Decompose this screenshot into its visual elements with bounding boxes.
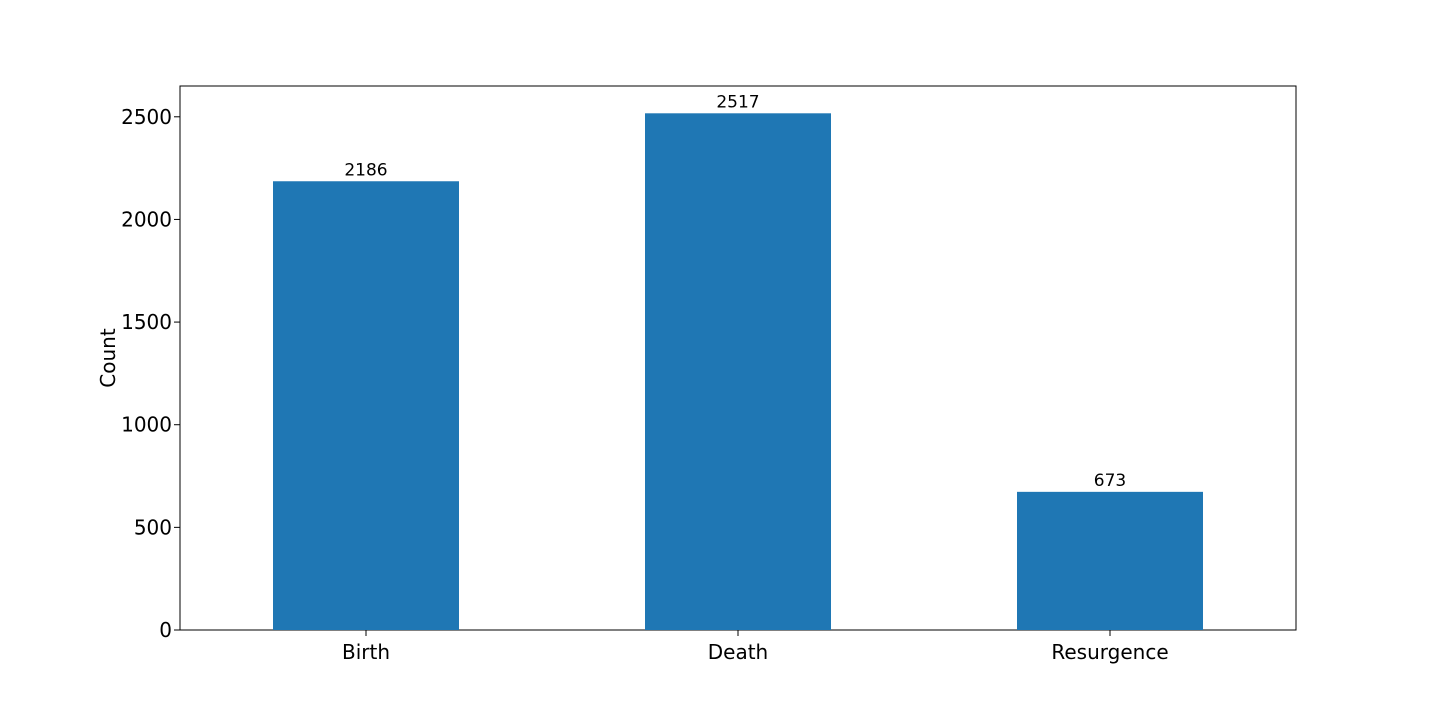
y-tick-label: 2500 <box>121 105 172 129</box>
data-label-birth: 2186 <box>344 160 387 180</box>
x-tick-label: Resurgence <box>1051 640 1168 664</box>
y-tick-label: 1000 <box>121 413 172 437</box>
y-tick-label: 0 <box>159 618 172 642</box>
bar-resurgence <box>1017 491 1203 630</box>
y-tick-label: 1500 <box>121 310 172 334</box>
data-labels: 2186 2517 673 <box>344 92 1126 491</box>
x-tick-label: Birth <box>342 640 390 664</box>
data-label-death: 2517 <box>716 92 759 112</box>
data-label-resurgence: 673 <box>1094 471 1126 491</box>
x-axis: Birth Death Resurgence <box>342 630 1169 664</box>
bar-death <box>645 113 831 631</box>
bar-birth <box>273 181 459 630</box>
bars <box>273 113 1203 631</box>
y-tick-label: 500 <box>134 515 172 539</box>
y-axis: 0 500 1000 1500 2000 2500 <box>121 105 180 642</box>
y-tick-label: 2000 <box>121 207 172 231</box>
x-tick-label: Death <box>708 640 768 664</box>
y-axis-title: Count <box>96 328 120 388</box>
